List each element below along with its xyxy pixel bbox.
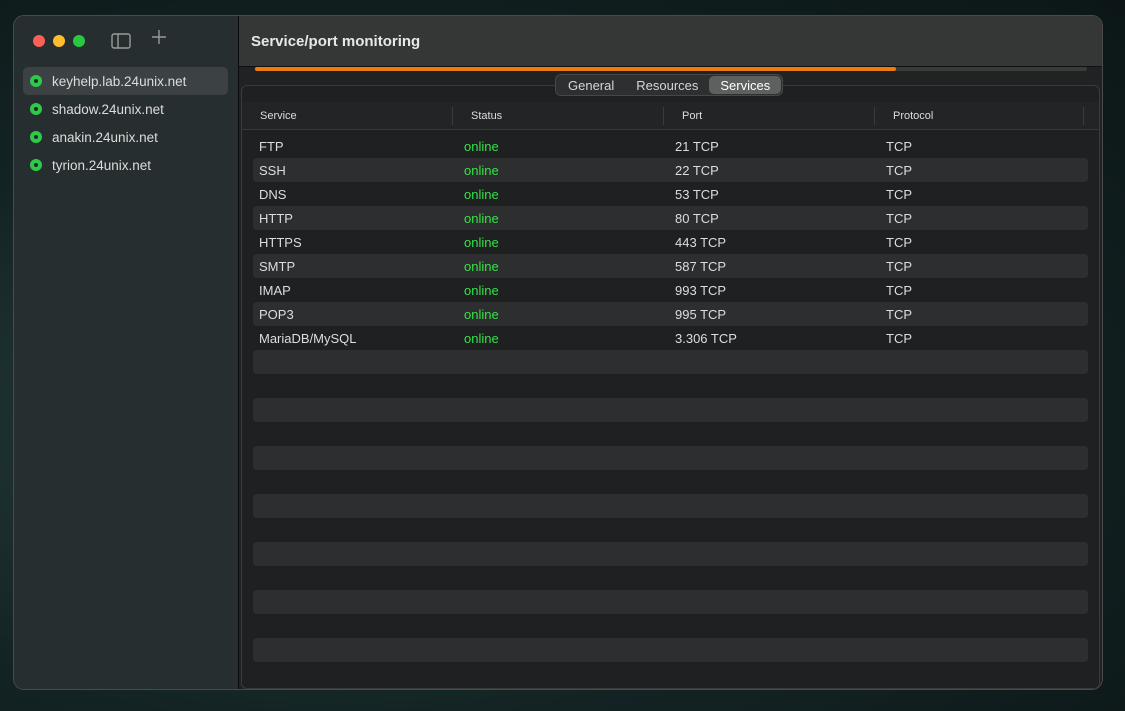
service-cell: POP3 xyxy=(259,306,294,322)
tab-bar: General Resources Services xyxy=(555,74,784,96)
table-header: Service Status Port Protocol xyxy=(242,102,1099,130)
close-button[interactable] xyxy=(33,35,45,47)
status-online-icon xyxy=(30,103,42,115)
add-icon[interactable] xyxy=(151,28,167,51)
empty-row xyxy=(253,422,1088,446)
service-cell: HTTP xyxy=(259,210,293,226)
empty-row xyxy=(253,590,1088,614)
table-row[interactable]: MariaDB/MySQL online 3.306 TCP TCP xyxy=(253,326,1088,350)
sidebar: keyhelp.lab.24unix.net shadow.24unix.net a… xyxy=(14,16,239,689)
protocol-cell: TCP xyxy=(886,162,912,178)
empty-row xyxy=(253,494,1088,518)
empty-row xyxy=(253,566,1088,590)
protocol-cell: TCP xyxy=(886,330,912,346)
port-cell: 443 TCP xyxy=(675,234,727,250)
zoom-button[interactable] xyxy=(73,35,85,47)
column-header-service[interactable]: Service xyxy=(242,107,453,125)
status-cell: online xyxy=(464,210,499,226)
sidebar-toggle-icon[interactable] xyxy=(111,32,131,55)
table-row[interactable]: HTTP online 80 TCP TCP xyxy=(253,206,1088,230)
empty-row xyxy=(253,614,1088,638)
status-cell: online xyxy=(464,306,499,322)
port-cell: 587 TCP xyxy=(675,258,727,274)
table-row[interactable]: DNS online 53 TCP TCP xyxy=(253,182,1088,206)
sidebar-item-host[interactable]: shadow.24unix.net xyxy=(23,95,228,123)
status-online-icon xyxy=(30,159,42,171)
empty-row xyxy=(253,518,1088,542)
protocol-cell: TCP xyxy=(886,282,912,298)
table-row[interactable]: FTP online 21 TCP TCP xyxy=(253,134,1088,158)
host-name: shadow.24unix.net xyxy=(52,101,164,117)
sidebar-item-host[interactable]: tyrion.24unix.net xyxy=(23,151,228,179)
services-panel: Service Status Port Protocol FTP online 21 TC… xyxy=(241,85,1100,689)
empty-row xyxy=(253,350,1088,374)
status-cell: online xyxy=(464,282,499,298)
service-cell: HTTPS xyxy=(259,234,302,250)
protocol-cell: TCP xyxy=(886,186,912,202)
port-cell: 3.306 TCP xyxy=(675,330,737,346)
protocol-cell: TCP xyxy=(886,234,912,250)
port-cell: 995 TCP xyxy=(675,306,727,322)
service-cell: IMAP xyxy=(259,282,291,298)
protocol-cell: TCP xyxy=(886,210,912,226)
empty-row xyxy=(253,374,1088,398)
service-cell: SMTP xyxy=(259,258,296,274)
port-cell: 21 TCP xyxy=(675,138,719,154)
table-body: FTP online 21 TCP TCP SSH online 22 TCP TCP DNS o… xyxy=(253,134,1088,686)
table-row[interactable]: HTTPS online 443 TCP TCP xyxy=(253,230,1088,254)
table-row[interactable]: IMAP online 993 TCP TCP xyxy=(253,278,1088,302)
tab-general[interactable]: General xyxy=(568,78,615,93)
main-pane: Service/port monitoring General Resources… xyxy=(239,16,1102,689)
status-cell: online xyxy=(464,330,499,346)
table-row[interactable]: SMTP online 587 TCP TCP xyxy=(253,254,1088,278)
host-name: anakin.24unix.net xyxy=(52,129,158,145)
status-cell: online xyxy=(464,162,499,178)
empty-row xyxy=(253,446,1088,470)
service-cell: SSH xyxy=(259,162,286,178)
table-row[interactable]: SSH online 22 TCP TCP xyxy=(253,158,1088,182)
port-cell: 80 TCP xyxy=(675,210,719,226)
status-cell: online xyxy=(464,138,499,154)
service-cell: MariaDB/MySQL xyxy=(259,330,357,346)
status-online-icon xyxy=(30,75,42,87)
column-header-status[interactable]: Status xyxy=(453,107,664,125)
minimize-button[interactable] xyxy=(53,35,65,47)
table-row[interactable]: POP3 online 995 TCP TCP xyxy=(253,302,1088,326)
empty-row xyxy=(253,470,1088,494)
protocol-cell: TCP xyxy=(886,258,912,274)
host-list: keyhelp.lab.24unix.net shadow.24unix.net a… xyxy=(23,67,228,179)
status-cell: online xyxy=(464,258,499,274)
tab-services[interactable]: Services xyxy=(709,76,782,94)
status-cell: online xyxy=(464,234,499,250)
host-name: tyrion.24unix.net xyxy=(52,157,152,173)
service-cell: FTP xyxy=(259,138,284,154)
status-online-icon xyxy=(30,131,42,143)
protocol-cell: TCP xyxy=(886,138,912,154)
status-cell: online xyxy=(464,186,499,202)
sidebar-item-host[interactable]: keyhelp.lab.24unix.net xyxy=(23,67,228,95)
empty-row xyxy=(253,662,1088,686)
port-cell: 53 TCP xyxy=(675,186,719,202)
progress-fill xyxy=(255,67,896,71)
empty-row xyxy=(253,398,1088,422)
column-header-protocol[interactable]: Protocol xyxy=(875,107,1084,125)
app-window: keyhelp.lab.24unix.net shadow.24unix.net a… xyxy=(13,15,1103,690)
empty-row xyxy=(253,542,1088,566)
port-cell: 993 TCP xyxy=(675,282,727,298)
tab-resources[interactable]: Resources xyxy=(636,78,699,93)
empty-row xyxy=(253,638,1088,662)
protocol-cell: TCP xyxy=(886,306,912,322)
port-cell: 22 TCP xyxy=(675,162,719,178)
page-title: Service/port monitoring xyxy=(239,16,1102,67)
column-header-port[interactable]: Port xyxy=(664,107,875,125)
service-cell: DNS xyxy=(259,186,287,202)
window-controls xyxy=(33,35,85,47)
sidebar-item-host[interactable]: anakin.24unix.net xyxy=(23,123,228,151)
progress-bar xyxy=(255,67,1087,71)
host-name: keyhelp.lab.24unix.net xyxy=(52,73,187,89)
